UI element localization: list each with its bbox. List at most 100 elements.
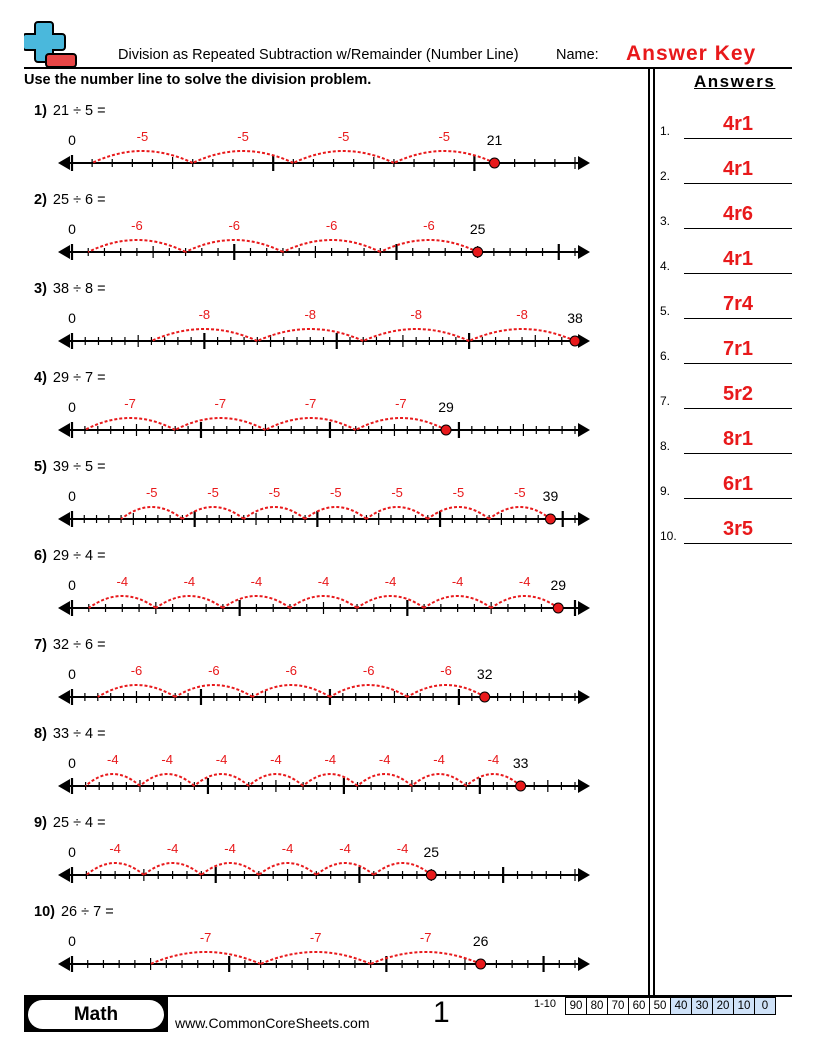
jump-label: -7: [310, 930, 322, 945]
answer-value: 4r1: [722, 113, 754, 135]
problem-label: 7) 32 ÷ 6 =: [34, 637, 106, 653]
problem-number: 8): [34, 726, 47, 742]
jump-label: -6: [423, 218, 435, 233]
problem-number: 1): [34, 103, 47, 119]
jump-arc: [150, 951, 262, 965]
problem-label: 3) 38 ÷ 8 =: [34, 281, 106, 297]
jump-label: -6: [326, 218, 338, 233]
jump-arc: [87, 239, 187, 253]
jump-label: -5: [338, 129, 350, 144]
jump-arc: [192, 150, 294, 164]
jump-label: -4: [109, 841, 121, 856]
arrow-right-icon: [578, 779, 590, 793]
jump-label: -8: [410, 307, 422, 322]
jump-label: -6: [208, 663, 220, 678]
start-point: [515, 780, 527, 792]
arrow-left-icon: [58, 690, 70, 704]
jump-label: -8: [516, 307, 528, 322]
arrow-right-icon: [578, 245, 590, 259]
start-point: [479, 691, 491, 703]
jump-arc: [264, 417, 357, 431]
jump-arc: [465, 773, 522, 787]
jump-label: -4: [325, 752, 337, 767]
jump-label: -7: [420, 930, 432, 945]
jump-arc: [365, 506, 429, 520]
number-line: 0 -5 -5 -5 -5 -5 -5 -5 39: [58, 485, 590, 527]
number-line: 0 -6 -6 -6 -6 -6 32: [58, 663, 590, 705]
dividend-label: 32: [477, 666, 493, 682]
problem-number: 7): [34, 637, 47, 653]
jump-arc: [427, 506, 490, 520]
jump-label: -6: [440, 663, 452, 678]
jump-arc: [356, 773, 413, 787]
start-point: [569, 335, 581, 347]
jump-label: -7: [215, 396, 227, 411]
dividend-label: 25: [423, 844, 439, 860]
answer-number: 3.: [660, 214, 671, 228]
jump-label: -6: [131, 218, 143, 233]
problem-label: 10) 26 ÷ 7 =: [34, 904, 114, 920]
jump-label: -4: [385, 574, 397, 589]
arrow-right-icon: [578, 957, 590, 971]
jump-arc: [256, 328, 364, 342]
answer-value: 4r1: [722, 158, 754, 180]
problem-text: 29 ÷ 7 =: [52, 370, 106, 386]
jump-label: -5: [269, 485, 281, 500]
answer-line: [684, 183, 792, 184]
jump-label: -5: [137, 129, 149, 144]
jump-label: -4: [282, 841, 294, 856]
jump-label: -4: [161, 752, 173, 767]
jump-arc: [329, 684, 408, 698]
jump-arc: [84, 417, 176, 431]
answer-number: 7.: [660, 394, 671, 408]
jump-arc: [193, 773, 250, 787]
jump-label: -7: [200, 930, 212, 945]
jump-arc: [302, 773, 359, 787]
start-point: [489, 157, 501, 169]
jump-arc: [292, 150, 395, 164]
jump-arc: [490, 595, 559, 609]
jump-arc: [88, 595, 157, 609]
problem-text: 32 ÷ 6 =: [52, 637, 106, 653]
start-point: [425, 869, 437, 881]
problem-text: 25 ÷ 6 =: [52, 192, 106, 208]
jump-arc: [248, 773, 304, 787]
answer-value: 4r6: [722, 203, 754, 225]
score-cell: 10: [733, 998, 754, 1014]
score-cell: 30: [691, 998, 712, 1014]
zero-label: 0: [68, 755, 76, 771]
arrow-right-icon: [578, 334, 590, 348]
answer-line: [684, 138, 792, 139]
score-range-label: 1-10: [534, 998, 557, 1010]
jump-arc: [155, 595, 224, 609]
logo-icon: [24, 21, 77, 68]
jump-label: -5: [207, 485, 219, 500]
jump-arc: [185, 239, 284, 253]
jump-label: -4: [224, 841, 236, 856]
jump-label: -4: [107, 752, 119, 767]
jump-arc: [379, 239, 479, 253]
score-table: 90 80 70 60 50 40 30 20 10 0: [565, 997, 776, 1015]
answer-number: 6.: [660, 349, 671, 363]
score-cell: 50: [649, 998, 670, 1014]
problem-number: 4): [34, 370, 47, 386]
zero-label: 0: [68, 577, 76, 593]
page-number: 1: [433, 996, 450, 1029]
jump-arc: [282, 239, 381, 253]
score-cell: 70: [607, 998, 628, 1014]
arrow-right-icon: [578, 601, 590, 615]
arrow-left-icon: [58, 957, 70, 971]
jump-label: -8: [304, 307, 316, 322]
worksheet-title: Division as Repeated Subtraction w/Remai…: [118, 47, 519, 63]
zero-label: 0: [68, 666, 76, 682]
jump-label: -6: [228, 218, 240, 233]
problem-number: 5): [34, 459, 47, 475]
zero-label: 0: [68, 221, 76, 237]
arrow-left-icon: [58, 779, 70, 793]
arrow-right-icon: [578, 690, 590, 704]
jump-label: -6: [363, 663, 375, 678]
jump-arc: [151, 328, 258, 342]
jump-label: -4: [318, 574, 330, 589]
dividend-label: 26: [473, 933, 489, 949]
number-line: 0 -6 -6 -6 -6 25: [58, 218, 590, 260]
